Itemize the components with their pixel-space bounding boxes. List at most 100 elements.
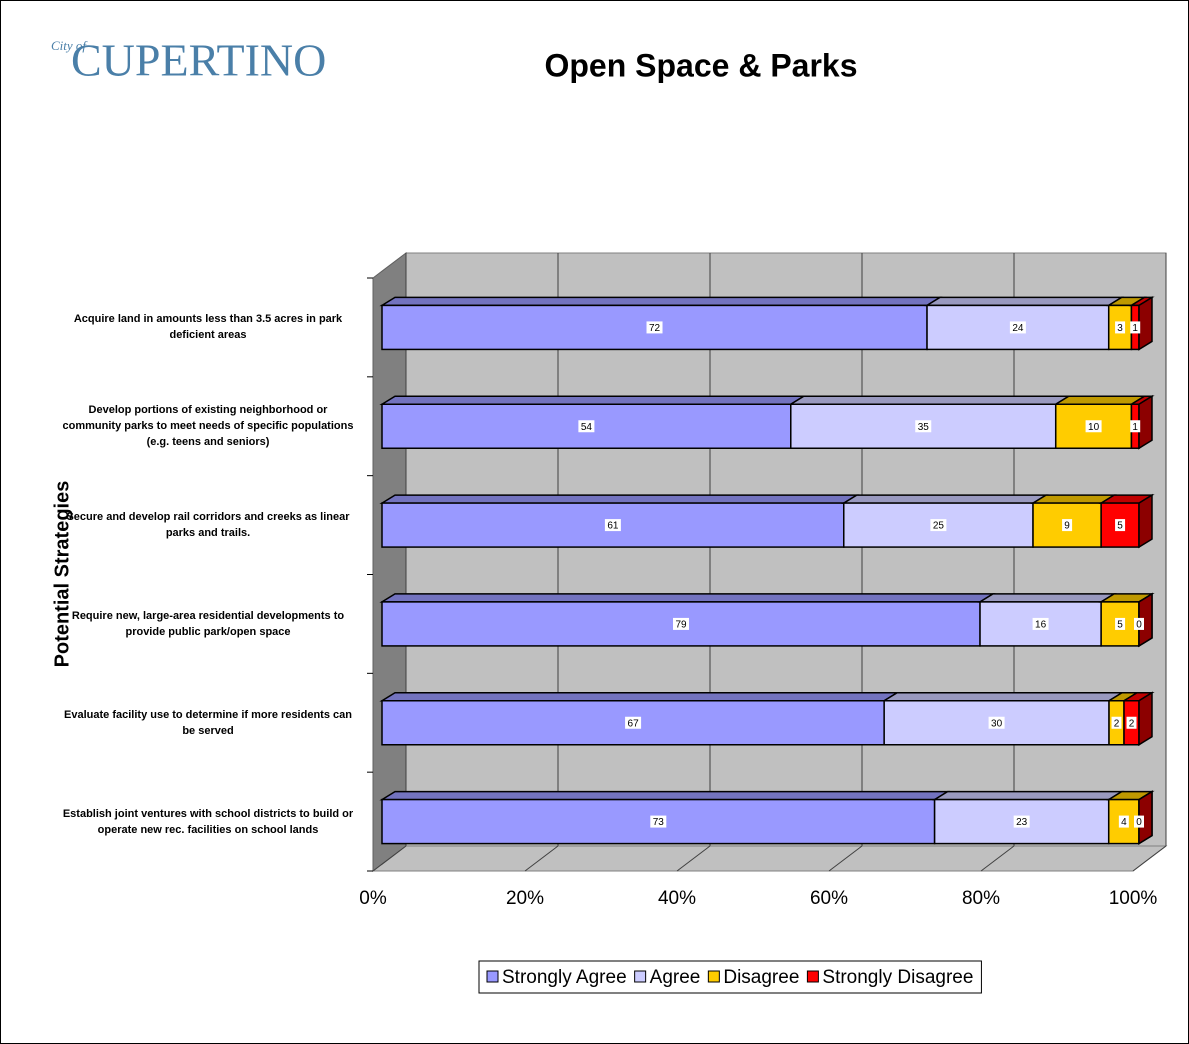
bar-top [977, 593, 1117, 603]
value-label: 10 [1088, 422, 1100, 433]
value-label-bg [1062, 519, 1073, 532]
value-label: 3 [1117, 323, 1123, 334]
value-label: 30 [991, 718, 1003, 729]
value-label-bg [604, 519, 621, 532]
value-label: 2 [1129, 718, 1135, 729]
bar-top [379, 494, 860, 504]
x-tick-label: 20% [506, 888, 544, 909]
value-label: 79 [675, 620, 687, 631]
bar-side [1138, 691, 1153, 747]
value-label: 1 [1132, 323, 1138, 334]
x-tick-label: 0% [359, 888, 387, 909]
value-label-bg [988, 716, 1005, 729]
value-label-bg [1134, 815, 1144, 828]
value-label-bg [625, 716, 642, 729]
bar-top [881, 692, 1125, 702]
value-label: 35 [918, 422, 930, 433]
legend-swatch [634, 970, 647, 983]
bar-side [1138, 296, 1153, 351]
logo-name: CUPERTINO [71, 35, 326, 86]
x-tick-label: 100% [1109, 888, 1158, 909]
value-label: 2 [1114, 718, 1120, 729]
value-label-bg [930, 519, 947, 532]
floor-grid-line [524, 845, 559, 872]
value-label: 9 [1064, 521, 1070, 532]
bar-top [924, 296, 1125, 307]
category-label: Develop portions of existing neighborhoo… [62, 404, 354, 449]
chart-title: Open Space & Parks [544, 47, 857, 83]
value-label: 72 [649, 323, 661, 334]
logo-prefix: City of [51, 38, 88, 53]
value-label: 24 [1012, 323, 1024, 334]
floor [371, 845, 1168, 872]
bar-top [788, 395, 1072, 405]
value-label: 23 [1016, 817, 1028, 828]
legend-label: Strongly Agree [502, 967, 627, 988]
value-label-bg [1009, 321, 1026, 334]
value-label-bg [1130, 420, 1141, 433]
value-label-bg [1126, 716, 1137, 729]
legend-label: Disagree [723, 967, 799, 988]
value-label-bg [578, 420, 595, 433]
value-label: 0 [1136, 817, 1142, 828]
bar-top [379, 395, 807, 405]
value-label: 5 [1117, 521, 1123, 532]
value-label-bg [1130, 321, 1141, 334]
legend-label: Strongly Disagree [822, 967, 973, 988]
value-label: 1 [1132, 422, 1138, 433]
floor-grid-line [372, 845, 407, 872]
category-label: Require new, large-area residential deve… [71, 609, 345, 638]
value-label-bg [1115, 321, 1126, 334]
bar-top [841, 494, 1049, 504]
bar-top [379, 296, 943, 307]
legend-box [478, 960, 982, 994]
floor-grid-line [828, 845, 863, 872]
value-label: 0 [1136, 620, 1142, 631]
bar-side [1138, 394, 1153, 450]
bar-top [379, 692, 900, 702]
value-label-bg [1118, 815, 1129, 828]
value-label-bg [1085, 420, 1102, 433]
floor-grid-line [980, 845, 1015, 872]
bar-top [379, 593, 996, 603]
value-label: 54 [581, 422, 593, 433]
value-label: 73 [653, 817, 665, 828]
bar-side [1138, 790, 1153, 845]
legend-swatch [707, 970, 720, 983]
bar-side [1138, 592, 1153, 648]
x-tick-label: 40% [658, 888, 696, 909]
value-label-bg [673, 617, 690, 630]
value-label-bg [1032, 617, 1049, 630]
bar [926, 304, 1110, 351]
value-label-bg [1111, 716, 1122, 729]
value-label-bg [1013, 815, 1030, 828]
value-label: 5 [1117, 620, 1123, 631]
value-label: 67 [628, 718, 640, 729]
legend-label: Agree [650, 967, 701, 988]
bar-top [1053, 395, 1148, 405]
value-label-bg [1134, 617, 1144, 630]
x-tick-label: 80% [962, 888, 1000, 909]
category-label: Acquire land in amounts less than 3.5 ac… [73, 313, 343, 342]
x-tick-label: 60% [810, 888, 848, 909]
value-label-bg [915, 420, 932, 433]
bar-top [379, 790, 951, 801]
value-label: 4 [1121, 817, 1127, 828]
value-label-bg [646, 321, 663, 334]
legend-swatch [486, 970, 499, 983]
value-label: 16 [1035, 620, 1047, 631]
floor-grid-line [676, 845, 711, 872]
category-label: Evaluate facility use to determine if mo… [64, 708, 352, 737]
floor-grid-line [1132, 845, 1167, 872]
bar-top [931, 790, 1125, 801]
category-label: Secure and develop rail corridors and cr… [66, 511, 350, 540]
value-label: 25 [933, 521, 945, 532]
y-axis-label: Potential Strategies [51, 481, 73, 668]
legend: Strongly Agree Agree Disagree Strongly Disa… [478, 960, 982, 994]
value-label-bg [650, 815, 667, 828]
category-label: Establish joint ventures with school dis… [62, 807, 354, 836]
value-label: 61 [607, 521, 619, 532]
value-label-bg [1115, 519, 1126, 532]
